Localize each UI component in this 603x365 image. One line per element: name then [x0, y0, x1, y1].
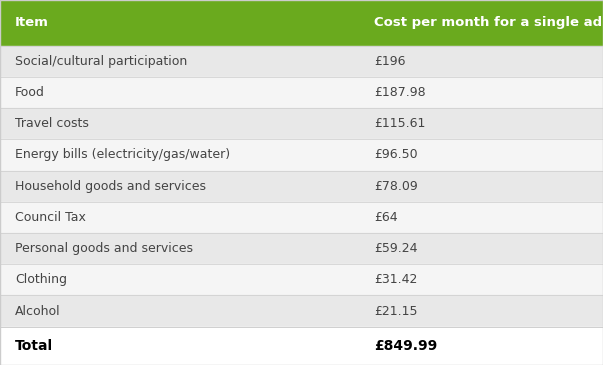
Text: £59.24: £59.24	[374, 242, 417, 255]
Text: £849.99: £849.99	[374, 339, 437, 353]
Bar	[0, 264, 603, 295]
Text: £21.15: £21.15	[374, 304, 417, 318]
Text: Food: Food	[15, 86, 45, 99]
Text: £96.50: £96.50	[374, 149, 417, 161]
Text: Energy bills (electricity/gas/water): Energy bills (electricity/gas/water)	[15, 149, 230, 161]
Text: Council Tax: Council Tax	[15, 211, 86, 224]
Text: Social/cultural participation: Social/cultural participation	[15, 55, 188, 68]
Text: Item: Item	[15, 16, 49, 29]
Bar	[0, 0, 603, 46]
Text: Alcohol: Alcohol	[15, 304, 61, 318]
Bar	[0, 327, 603, 365]
Bar	[0, 295, 603, 327]
Bar	[0, 202, 603, 233]
Text: Travel costs: Travel costs	[15, 117, 89, 130]
Text: £187.98: £187.98	[374, 86, 426, 99]
Text: Clothing: Clothing	[15, 273, 67, 286]
Text: £115.61: £115.61	[374, 117, 425, 130]
Bar	[0, 170, 603, 202]
Text: £78.09: £78.09	[374, 180, 418, 193]
Text: Household goods and services: Household goods and services	[15, 180, 206, 193]
Text: £64: £64	[374, 211, 397, 224]
Bar	[0, 77, 603, 108]
Text: £196: £196	[374, 55, 405, 68]
Text: Total: Total	[15, 339, 53, 353]
Bar	[0, 108, 603, 139]
Text: Personal goods and services: Personal goods and services	[15, 242, 193, 255]
Bar	[0, 46, 603, 77]
Text: £31.42: £31.42	[374, 273, 417, 286]
Bar	[0, 233, 603, 264]
Text: Cost per month for a single adult: Cost per month for a single adult	[374, 16, 603, 29]
Bar	[0, 139, 603, 170]
